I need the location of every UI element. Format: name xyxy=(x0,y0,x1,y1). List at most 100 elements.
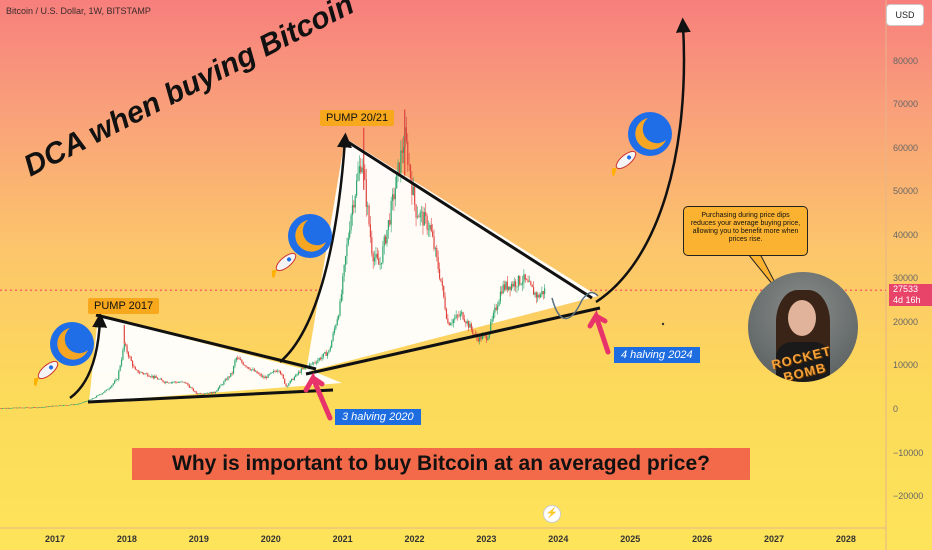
x-tick-label: 2024 xyxy=(548,534,569,544)
tradingview-logo-icon[interactable]: ⚡ xyxy=(543,505,561,523)
y-tick-label: 80000 xyxy=(893,55,919,66)
candle-body xyxy=(79,403,81,404)
candle-body xyxy=(104,390,106,393)
candle-body xyxy=(426,216,428,230)
candle-body xyxy=(126,345,128,353)
candle-body xyxy=(544,288,546,295)
candle-body xyxy=(385,236,387,244)
candle-body xyxy=(118,370,120,380)
candle-body xyxy=(64,404,66,406)
candle-body xyxy=(324,352,326,354)
candle-body xyxy=(67,405,69,406)
candle-body xyxy=(295,374,297,378)
candle-body xyxy=(318,358,320,361)
candle-body xyxy=(407,141,409,165)
candle-body xyxy=(315,362,318,364)
candle-body xyxy=(343,265,345,277)
candle-body xyxy=(289,380,291,384)
candle-body xyxy=(375,253,377,258)
candle-body xyxy=(321,356,323,360)
candle-body xyxy=(530,281,532,285)
candle-body xyxy=(101,393,103,395)
candle-body xyxy=(409,164,412,179)
candle-body xyxy=(37,407,40,408)
candle-body xyxy=(32,407,34,408)
candle-body xyxy=(532,287,535,295)
candle-body xyxy=(194,391,196,392)
candle-body xyxy=(488,332,490,339)
candle-body xyxy=(109,387,112,389)
candle-body xyxy=(425,212,427,217)
candle-body xyxy=(40,407,42,409)
candle-body xyxy=(278,370,280,372)
candle-body xyxy=(297,371,300,375)
candle-body xyxy=(62,405,65,406)
chart-dot xyxy=(661,322,665,326)
candle-body xyxy=(98,394,101,396)
candle-body xyxy=(264,377,266,379)
candle-body xyxy=(415,204,417,218)
candle-body xyxy=(444,296,446,310)
candle-body xyxy=(531,284,533,288)
candle-body xyxy=(228,376,230,378)
candle-body xyxy=(210,392,213,394)
candle-body xyxy=(397,162,399,173)
candle-body xyxy=(314,362,316,364)
candle-body xyxy=(86,401,88,402)
candle-body xyxy=(299,371,301,373)
candle-body xyxy=(535,292,537,298)
candle-body xyxy=(360,166,362,173)
candle-body xyxy=(261,376,264,377)
candle-body xyxy=(166,381,168,383)
candle-body xyxy=(112,383,114,386)
candle-body xyxy=(524,274,526,280)
x-tick-label: 2022 xyxy=(404,534,425,544)
candle-body xyxy=(230,373,232,377)
candle-body xyxy=(422,211,424,226)
symbol-title[interactable]: Bitcoin / U.S. Dollar, 1W, BITSTAMP xyxy=(6,6,151,16)
candle-body xyxy=(116,379,118,380)
candle-body xyxy=(347,237,349,245)
y-tick-label: 60000 xyxy=(893,142,919,153)
candle-body xyxy=(354,195,356,208)
pump-arrow-future xyxy=(595,17,691,304)
candle-body xyxy=(20,407,22,409)
candle-body xyxy=(537,294,539,298)
candle-body xyxy=(115,379,117,382)
candle-body xyxy=(371,237,373,254)
candle-body xyxy=(281,373,283,375)
x-tick-label: 2019 xyxy=(188,534,209,544)
x-tick-label: 2026 xyxy=(692,534,713,544)
candle-body xyxy=(502,284,504,294)
candle-body xyxy=(376,253,378,259)
question-banner: Why is important to buy Bitcoin at an av… xyxy=(132,448,750,480)
candle-body xyxy=(427,229,430,230)
candle-body xyxy=(263,376,265,379)
candle-body xyxy=(270,372,272,374)
candle-body xyxy=(509,286,511,290)
candle-body xyxy=(133,366,135,368)
candle-body xyxy=(158,379,160,380)
candle-body xyxy=(432,231,434,237)
currency-selector[interactable]: USD xyxy=(886,4,924,26)
candle-body xyxy=(220,384,222,386)
candle-body xyxy=(190,387,192,389)
candle-body xyxy=(499,291,501,302)
candle-body xyxy=(479,335,481,342)
y-tick-label: 70000 xyxy=(893,99,919,110)
candle-body xyxy=(336,319,338,326)
candle-body xyxy=(443,285,445,297)
candle-body xyxy=(136,369,138,371)
candle-body xyxy=(302,368,304,370)
candle-body xyxy=(358,166,360,174)
candle-body xyxy=(268,373,271,375)
candle-body xyxy=(329,347,331,351)
candle-body xyxy=(183,381,185,383)
candle-body xyxy=(243,364,246,366)
candle-body xyxy=(447,318,449,323)
candle-body xyxy=(300,368,302,373)
x-tick-label: 2027 xyxy=(764,534,785,544)
candle-body xyxy=(396,172,398,189)
candle-body xyxy=(332,332,334,341)
